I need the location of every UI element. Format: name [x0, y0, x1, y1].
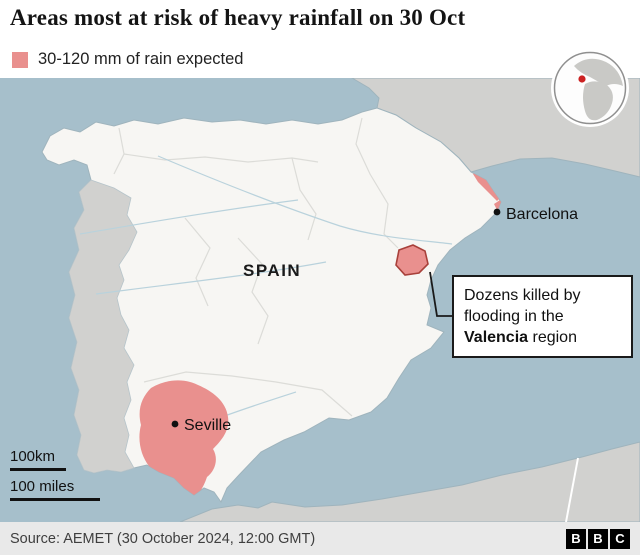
bbc-logo-block: B [566, 528, 586, 549]
callout-valencia-bold: Valencia [464, 329, 529, 347]
callout-region-text: region [528, 329, 577, 347]
legend-label: 30-120 mm of rain expected [38, 50, 244, 68]
bbc-logo-icon: B B C [566, 528, 630, 549]
legend-swatch-icon [12, 51, 28, 68]
barcelona-label: Barcelona [506, 206, 578, 223]
barcelona-dot [493, 208, 501, 216]
portugal-landmass [68, 179, 138, 474]
location-marker-dot [578, 75, 586, 83]
source-text: Source: AEMET (30 October 2024, 12:00 GM… [10, 530, 316, 547]
bbc-logo-block: C [610, 528, 630, 549]
globe-inset [551, 49, 629, 127]
source-bar: Source: AEMET (30 October 2024, 12:00 GM… [0, 522, 640, 555]
scale-miles-label: 100 miles [10, 478, 75, 495]
valencia-callout-box: Dozens killed by flooding in the Valenci… [452, 275, 633, 359]
risk-area-valencia [395, 244, 429, 276]
map-area: SPAIN Barcelona Seville Dozens killed by… [0, 78, 640, 522]
map-scale: 100km 100 miles [10, 448, 100, 508]
callout-line-1: Dozens killed by [464, 287, 581, 304]
callout-line-3: Valencia region [464, 327, 621, 348]
scale-miles-bar [10, 498, 100, 501]
africa-landmass [179, 441, 640, 522]
globe-landmasses [574, 58, 623, 121]
callout-line-2: flooding in the [464, 308, 564, 326]
legend: 30-120 mm of rain expected [12, 50, 243, 69]
seville-dot [171, 420, 179, 428]
scale-km-bar [10, 468, 66, 471]
africa-border-line [565, 457, 579, 522]
spain-label: SPAIN [243, 261, 301, 280]
seville-label: Seville [184, 417, 231, 434]
bbc-logo-block: B [588, 528, 608, 549]
page-title: Areas most at risk of heavy rainfall on … [10, 5, 466, 30]
scale-km-label: 100km [10, 448, 56, 465]
callout-leader-line [429, 271, 452, 317]
